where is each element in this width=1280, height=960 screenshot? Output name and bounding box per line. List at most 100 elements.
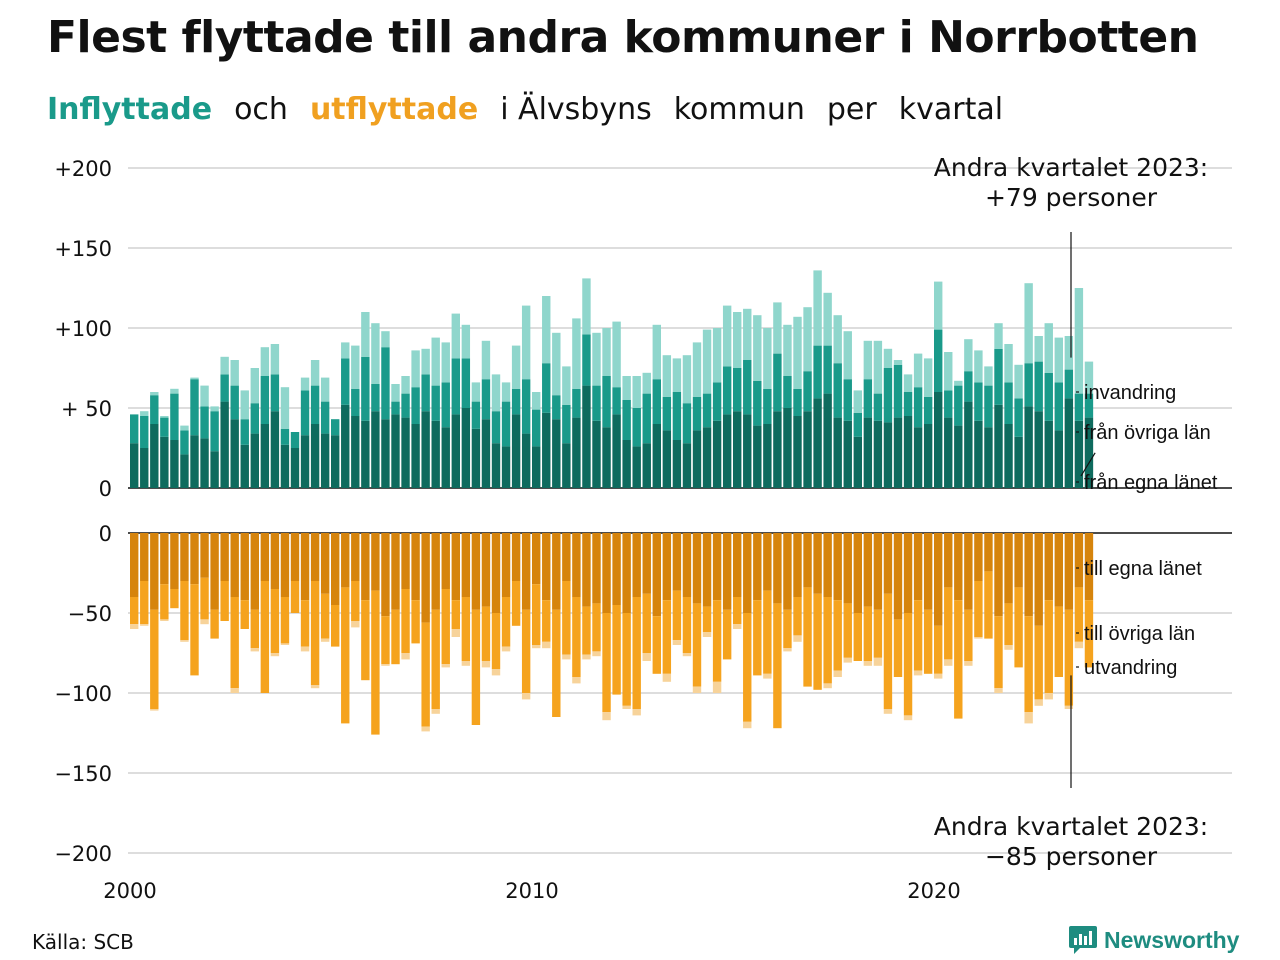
bar-inflow-immig [1014,364,1023,399]
bar-outflow-emig [451,629,460,637]
bar-inflow-other [341,358,350,405]
bar-inflow-own [692,430,702,488]
bar-outflow-other [300,600,310,647]
bar-outflow-other [803,587,812,687]
bar-inflow-other [150,395,159,424]
bar-outflow-other [642,593,651,653]
bar-inflow-own [702,427,712,488]
bar-inflow-immig [672,358,682,392]
bar-outflow-other [863,606,873,661]
bar-inflow-own [773,411,782,488]
bar-outflow-emig [481,661,491,668]
bar-outflow-own [903,533,913,613]
source-note: Källa: SCB [32,930,134,954]
bar-inflow-immig [682,355,692,404]
bar-inflow-other [381,347,390,420]
bar-inflow-other [170,393,179,440]
bar-inflow-immig [1004,344,1013,383]
bar-outflow-own [290,533,300,581]
bar-outflow-other [431,609,440,709]
bar-inflow-immig [893,360,903,365]
bar-outflow-other [662,600,672,674]
bar-inflow-immig [160,416,169,418]
bar-outflow-other [944,587,953,660]
annotation-bottom-line1: Andra kvartalet 2023: [934,812,1208,841]
bar-inflow-immig [793,316,802,389]
bar-outflow-emig [461,661,471,666]
bar-inflow-other [853,412,862,437]
bar-outflow-emig [491,669,501,676]
bar-inflow-own [632,446,641,488]
bar-outflow-own [521,533,531,610]
bar-inflow-own [1054,430,1063,488]
bar-inflow-immig [240,390,249,420]
bar-outflow-own [1084,533,1094,601]
bar-outflow-own [532,533,541,585]
bar-inflow-other [712,382,722,421]
bar-outflow-emig [441,664,450,668]
bar-inflow-own [893,417,903,488]
bar-outflow-emig [270,653,280,657]
bar-outflow-other [893,619,903,677]
bar-outflow-emig [1004,645,1013,650]
bar-inflow-own [542,412,551,488]
series-labels: invandring från övriga län från egna länet… [1076,382,1218,679]
bar-inflow-own [190,435,199,488]
bar-outflow-other [954,600,963,719]
bar-outflow-emig [632,709,641,716]
bar-inflow-immig [421,348,430,375]
bar-inflow-immig [361,312,370,357]
bar-outflow-own [351,533,360,581]
bar-inflow-immig [813,270,822,346]
bar-inflow-other [371,384,380,412]
bar-outflow-emig [310,685,320,689]
bar-inflow-own [310,424,320,488]
bar-inflow-other [361,356,370,421]
bar-outflow-emig [823,683,832,689]
bar-inflow-other [331,419,340,436]
bar-inflow-own [552,419,561,488]
bar-outflow-emig [230,688,239,693]
bar-outflow-own [170,533,179,589]
bar-inflow-immig [964,339,973,372]
bar-inflow-other [260,376,270,424]
bar-inflow-own [461,408,471,488]
bar-inflow-other [803,371,812,412]
bar-inflow-own [230,419,239,488]
bar-outflow-other [592,603,601,652]
bar-inflow-other [1014,398,1023,437]
bar-outflow-own [1054,533,1063,607]
bar-inflow-immig [501,382,511,402]
bar-outflow-own [672,533,682,591]
bar-outflow-emig [964,661,973,666]
bar-outflow-own [632,533,641,597]
bar-inflow-other [582,334,591,386]
bar-outflow-other [552,609,561,717]
bar-outflow-other [702,606,712,633]
bar-inflow-immig [562,366,571,405]
bar-inflow-immig [923,358,933,397]
y-tick-label-bottom: −100 [54,682,112,706]
bar-inflow-other [954,385,963,426]
axis-labels: +200 +150 +100 + 50 0 0 −50 −100 −150 −200 2000 201… [54,157,960,903]
bar-outflow-own [934,533,943,626]
bar-outflow-own [743,533,752,613]
bar-outflow-own [994,533,1003,617]
bar-inflow-immig [773,302,782,354]
bar-inflow-other [984,385,993,428]
bar-outflow-other [411,600,420,644]
bar-outflow-other [310,581,320,685]
bar-inflow-immig [1084,361,1094,394]
bar-outflow-other [130,597,139,625]
bar-outflow-own [692,533,702,604]
bar-inflow-immig [753,315,762,381]
bar-inflow-immig [642,372,651,394]
bar-inflow-other [833,363,842,418]
bar-outflow-own [722,533,732,610]
bar-inflow-own [421,411,430,488]
bar-inflow-other [441,382,450,428]
bar-outflow-own [140,533,149,581]
bar-outflow-own [954,533,963,601]
bar-outflow-emig [793,635,802,642]
bar-outflow-other [753,600,762,676]
